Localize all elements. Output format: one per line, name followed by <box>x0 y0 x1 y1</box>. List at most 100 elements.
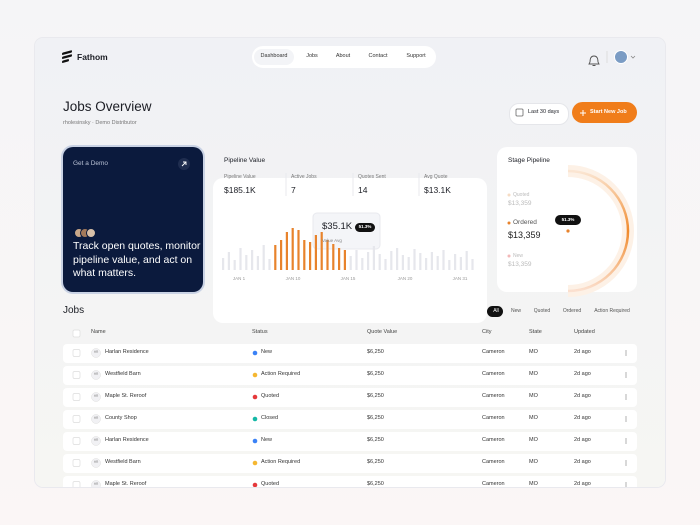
row-menu <box>625 394 627 396</box>
job-name: County Shop <box>105 415 137 422</box>
cell: $6,250 <box>367 393 384 400</box>
initials-badge <box>91 348 101 358</box>
bell-icon[interactable] <box>588 55 600 66</box>
x-label: JAN 10 <box>285 275 301 281</box>
gauge-badge-text: 51.3% <box>561 216 575 222</box>
filter[interactable]: All <box>493 307 499 314</box>
nav-item[interactable]: Dashboard <box>260 53 288 60</box>
job-name: Harlan Residence <box>105 437 149 444</box>
filter-active[interactable] <box>487 306 503 317</box>
cell: MO <box>529 481 538 487</box>
checkbox <box>72 393 81 401</box>
cell: MO <box>529 393 538 400</box>
date-range[interactable]: Last 30 days <box>528 109 560 116</box>
stat-label: Active Jobs <box>291 173 317 180</box>
nav-bar <box>252 46 436 68</box>
x-label: JAN 15 <box>340 275 356 281</box>
gauge-badge <box>555 215 581 225</box>
initials: HR <box>93 394 99 399</box>
bar <box>442 250 445 270</box>
filter[interactable]: Action Required <box>594 307 630 314</box>
demo-text: Track open quotes, monitor pipeline valu… <box>73 240 201 280</box>
initials-badge <box>91 458 101 468</box>
bar <box>361 258 364 270</box>
bar <box>291 228 294 270</box>
row-menu <box>625 374 627 376</box>
chevron[interactable] <box>630 55 636 59</box>
initials-badge <box>91 370 101 380</box>
bar <box>303 240 306 270</box>
row-menu <box>625 442 627 444</box>
nav-item[interactable]: Support <box>406 53 426 60</box>
table-row <box>63 343 637 363</box>
initials: HR <box>93 350 99 355</box>
logo-icon <box>62 50 72 63</box>
checkbox <box>72 371 81 379</box>
cell: Cameron <box>482 393 505 400</box>
filter[interactable]: Ordered <box>562 307 582 314</box>
cell: 2d ago <box>574 437 591 444</box>
pipeline-card <box>213 178 487 323</box>
status: Action Required <box>261 371 301 378</box>
status-dot <box>252 372 258 378</box>
bar <box>459 257 462 270</box>
bar <box>349 256 352 270</box>
stat-value: 7 <box>291 184 296 195</box>
cell: Cameron <box>482 481 505 487</box>
cell: MO <box>529 371 538 378</box>
cell: Cameron <box>482 437 505 444</box>
cta-button[interactable] <box>572 102 637 123</box>
bar <box>233 260 236 270</box>
stage-value: $13,359 <box>508 229 541 240</box>
initials: HR <box>93 416 99 421</box>
cell: $6,250 <box>367 459 384 466</box>
checkbox <box>72 329 81 338</box>
cell: $6,250 <box>367 349 384 356</box>
column-header: Name <box>91 329 106 336</box>
bar <box>343 250 346 270</box>
tooltip-value: $35.1K <box>322 221 353 233</box>
cell: 2d ago <box>574 393 591 400</box>
status-dot <box>252 460 258 466</box>
column-header: City <box>482 329 492 336</box>
cta-label[interactable]: Start New Job <box>590 109 627 116</box>
nav-item[interactable]: Jobs <box>306 53 318 60</box>
tooltip-label: Value Avg <box>322 237 342 243</box>
bar <box>338 248 341 270</box>
demo-card[interactable] <box>63 147 203 292</box>
initials: HR <box>93 438 99 443</box>
status-dot <box>252 416 258 422</box>
bar <box>384 259 387 270</box>
table-row <box>63 453 637 473</box>
arrow-icon <box>181 161 187 167</box>
bar <box>401 255 404 270</box>
date-button[interactable] <box>509 103 569 125</box>
bar <box>413 249 416 270</box>
filter[interactable]: Quoted <box>533 307 551 314</box>
filter[interactable]: New <box>510 307 522 314</box>
checkbox <box>72 349 81 357</box>
nav-item[interactable]: About <box>335 53 351 60</box>
graphics <box>62 50 636 487</box>
cell: $6,250 <box>367 437 384 444</box>
avatar[interactable] <box>614 50 628 64</box>
status: New <box>261 349 273 356</box>
cell: 2d ago <box>574 349 591 356</box>
cell: 2d ago <box>574 459 591 466</box>
section-title: Jobs <box>63 305 85 316</box>
stat-label: Quotes Sent <box>358 173 386 180</box>
initials-badge <box>91 480 101 487</box>
bar <box>326 240 329 270</box>
stage-dot <box>507 221 511 225</box>
nav-item[interactable]: Contact <box>368 53 388 60</box>
cell: Cameron <box>482 415 505 422</box>
bar <box>320 232 323 270</box>
initials-badge <box>91 436 101 446</box>
initials: HR <box>93 482 99 487</box>
row-menu <box>625 376 627 378</box>
initials: HR <box>93 372 99 377</box>
bar <box>378 254 381 270</box>
page-title: Jobs Overview <box>63 99 152 115</box>
row-menu <box>625 396 627 398</box>
bar <box>436 256 439 270</box>
